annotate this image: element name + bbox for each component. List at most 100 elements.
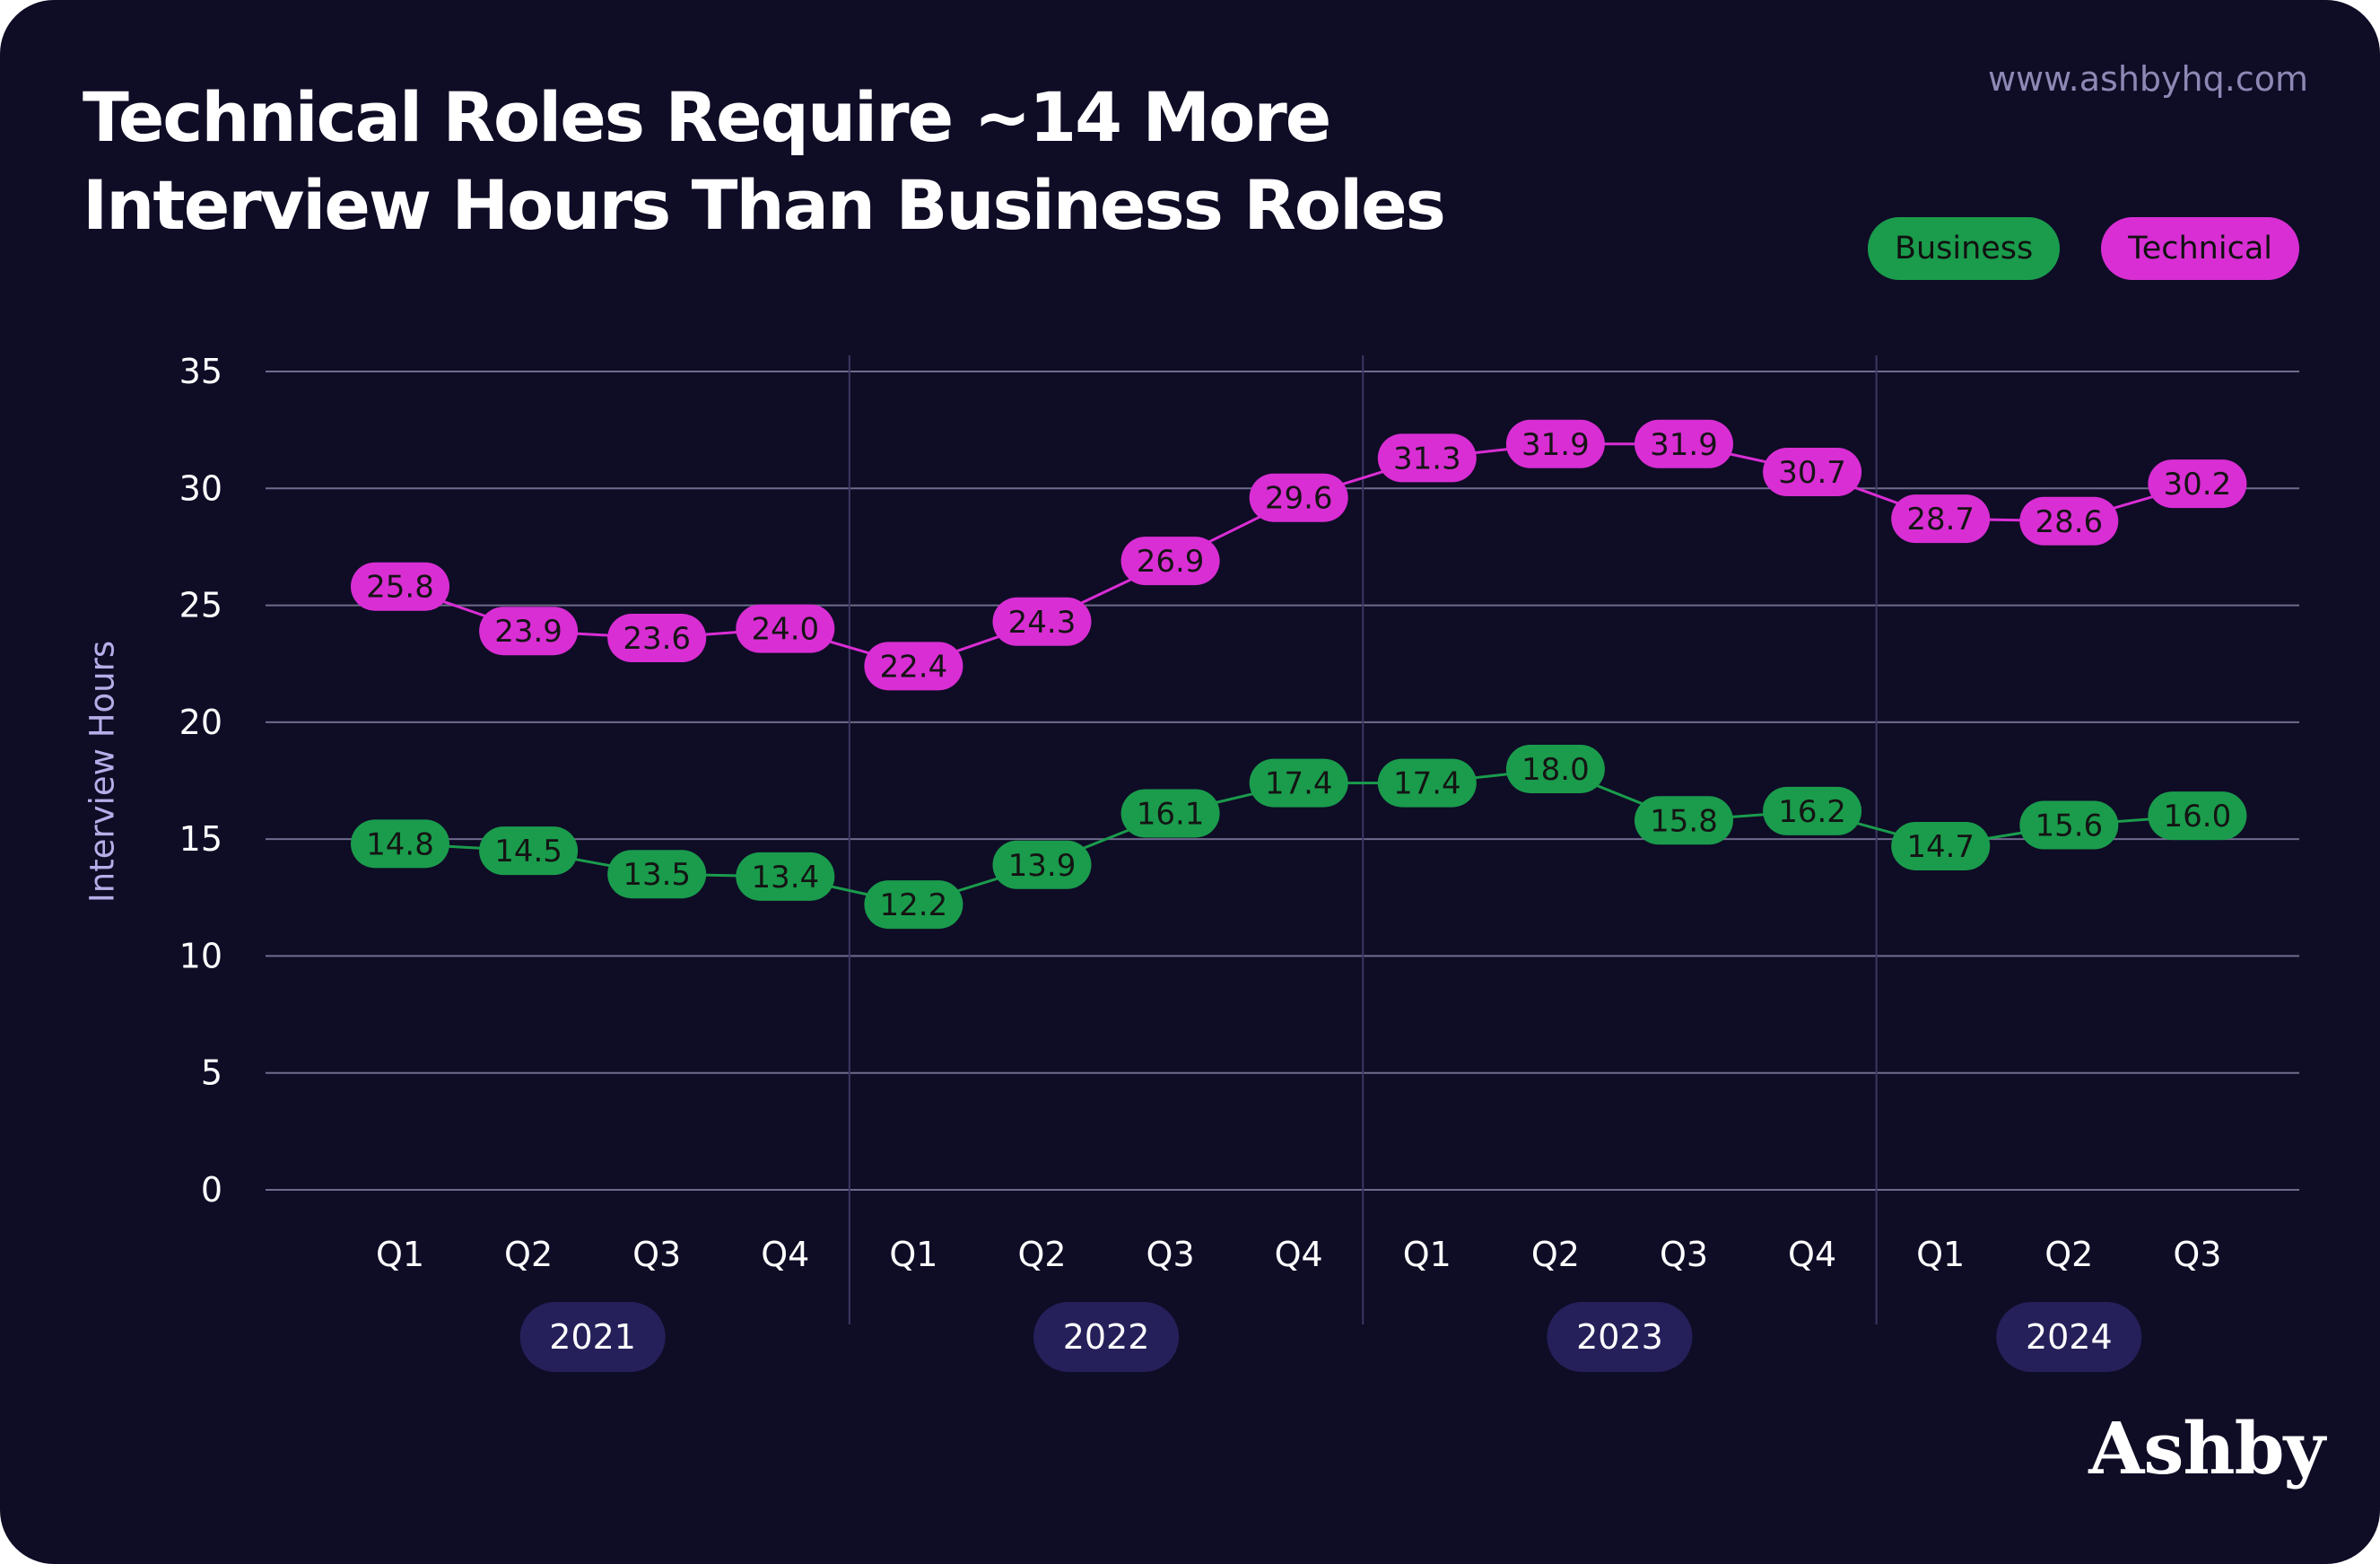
ashby-logo: Ashby	[2088, 1406, 2325, 1490]
business-data-point	[736, 852, 835, 901]
year-label: 2021	[549, 1317, 636, 1357]
technical-data-label: 29.6	[1265, 481, 1333, 517]
technical-data-point	[1377, 433, 1477, 483]
business-data-point	[1249, 758, 1348, 808]
year-label: 2023	[1576, 1317, 1663, 1357]
technical-data-point	[1763, 448, 1862, 497]
business-data-point	[2019, 800, 2119, 850]
technical-data-label: 31.3	[1393, 441, 1461, 476]
business-data-label: 16.2	[1778, 794, 1846, 830]
y-tick-label: 15	[179, 819, 222, 859]
business-data-label: 12.2	[880, 887, 948, 923]
legend-item-business: Business	[1867, 217, 2061, 280]
x-tick-label: Q1	[1916, 1235, 1965, 1274]
technical-data-point	[1120, 537, 1220, 586]
business-data-point	[479, 826, 579, 876]
technical-data-label: 28.6	[2035, 504, 2103, 540]
year-pill	[1547, 1302, 1693, 1372]
technical-data-point	[2019, 496, 2119, 546]
technical-data-label: 31.9	[1521, 427, 1590, 463]
x-tick-label: Q1	[376, 1235, 424, 1274]
technical-data-label: 24.3	[1008, 605, 1077, 641]
x-tick-label: Q3	[1660, 1235, 1708, 1274]
technical-data-point	[351, 562, 449, 611]
business-data-label: 17.4	[1265, 766, 1333, 802]
x-tick-label: Q2	[2044, 1235, 2093, 1274]
year-pill	[1033, 1302, 1180, 1372]
technical-data-point	[864, 642, 963, 691]
technical-data-label: 24.0	[751, 612, 819, 648]
business-data-point	[992, 840, 1092, 889]
y-tick-label: 0	[201, 1170, 222, 1210]
technical-data-point	[736, 604, 835, 653]
business-data-point	[1505, 744, 1605, 793]
business-data-point	[1763, 786, 1862, 835]
chart-title: Technical Roles Require ~14 More Intervi…	[83, 74, 1446, 249]
business-data-point	[1635, 796, 1733, 845]
year-pill	[1996, 1302, 2142, 1372]
website-url[interactable]: www.ashbyhq.com	[1987, 59, 2308, 99]
x-tick-label: Q4	[761, 1235, 809, 1274]
business-data-label: 14.5	[494, 834, 562, 869]
chart-title-line-1: Technical Roles Require ~14 More	[83, 77, 1331, 157]
technical-data-point	[2148, 459, 2247, 509]
y-tick-label: 30	[179, 468, 222, 508]
business-data-label: 17.4	[1393, 766, 1461, 802]
year-label: 2024	[2026, 1317, 2113, 1357]
year-label: 2022	[1063, 1317, 1150, 1357]
y-tick-label: 25	[179, 586, 222, 625]
business-data-point	[1377, 758, 1477, 808]
technical-data-label: 30.7	[1778, 455, 1846, 491]
y-tick-label: 20	[179, 703, 222, 742]
business-data-point	[864, 880, 963, 930]
technical-data-point	[1891, 494, 1991, 544]
business-data-point	[1120, 789, 1220, 838]
x-tick-label: Q3	[2173, 1235, 2221, 1274]
technical-data-label: 25.8	[366, 570, 434, 606]
technical-data-point	[992, 597, 1092, 646]
technical-data-label: 23.9	[494, 614, 562, 650]
business-data-point	[2148, 791, 2247, 841]
x-tick-label: Q2	[1531, 1235, 1580, 1274]
y-tick-label: 5	[201, 1053, 222, 1093]
chart-title-line-2: Interview Hours Than Business Roles	[83, 165, 1446, 245]
technical-data-label: 26.9	[1137, 544, 1205, 580]
business-data-label: 14.7	[1906, 829, 1975, 865]
business-data-label: 15.6	[2035, 808, 2103, 844]
x-tick-label: Q1	[1403, 1235, 1452, 1274]
technical-data-label: 28.7	[1906, 502, 1975, 537]
business-data-label: 13.9	[1008, 848, 1077, 884]
technical-data-point	[479, 607, 579, 656]
legend: Business Technical	[1867, 217, 2299, 280]
x-tick-label: Q4	[1788, 1235, 1836, 1274]
x-tick-label: Q2	[1017, 1235, 1066, 1274]
x-tick-label: Q1	[889, 1235, 937, 1274]
technical-data-label: 30.2	[2164, 467, 2232, 502]
x-tick-label: Q2	[504, 1235, 553, 1274]
business-data-label: 13.5	[623, 857, 691, 893]
x-tick-label: Q3	[632, 1235, 681, 1274]
technical-data-label: 31.9	[1650, 427, 1718, 463]
technical-data-point	[607, 614, 707, 663]
technical-data-label: 23.6	[623, 621, 691, 657]
business-data-point	[351, 819, 449, 869]
business-data-label: 16.1	[1137, 796, 1205, 832]
business-data-label: 14.8	[366, 826, 434, 862]
business-data-label: 15.8	[1650, 803, 1718, 839]
x-tick-label: Q4	[1275, 1235, 1323, 1274]
business-data-point	[607, 850, 707, 899]
business-data-point	[1891, 821, 1991, 870]
x-tick-label: Q3	[1146, 1235, 1195, 1274]
technical-data-point	[1635, 419, 1733, 468]
technical-data-label: 22.4	[880, 649, 948, 685]
technical-data-point	[1249, 473, 1348, 522]
year-pill	[519, 1302, 666, 1372]
legend-item-technical: Technical	[2101, 217, 2299, 280]
y-tick-label: 10	[179, 936, 222, 975]
y-tick-label: 35	[179, 352, 222, 391]
business-data-label: 18.0	[1521, 752, 1590, 788]
business-data-label: 13.4	[751, 860, 819, 896]
technical-data-point	[1505, 419, 1605, 468]
